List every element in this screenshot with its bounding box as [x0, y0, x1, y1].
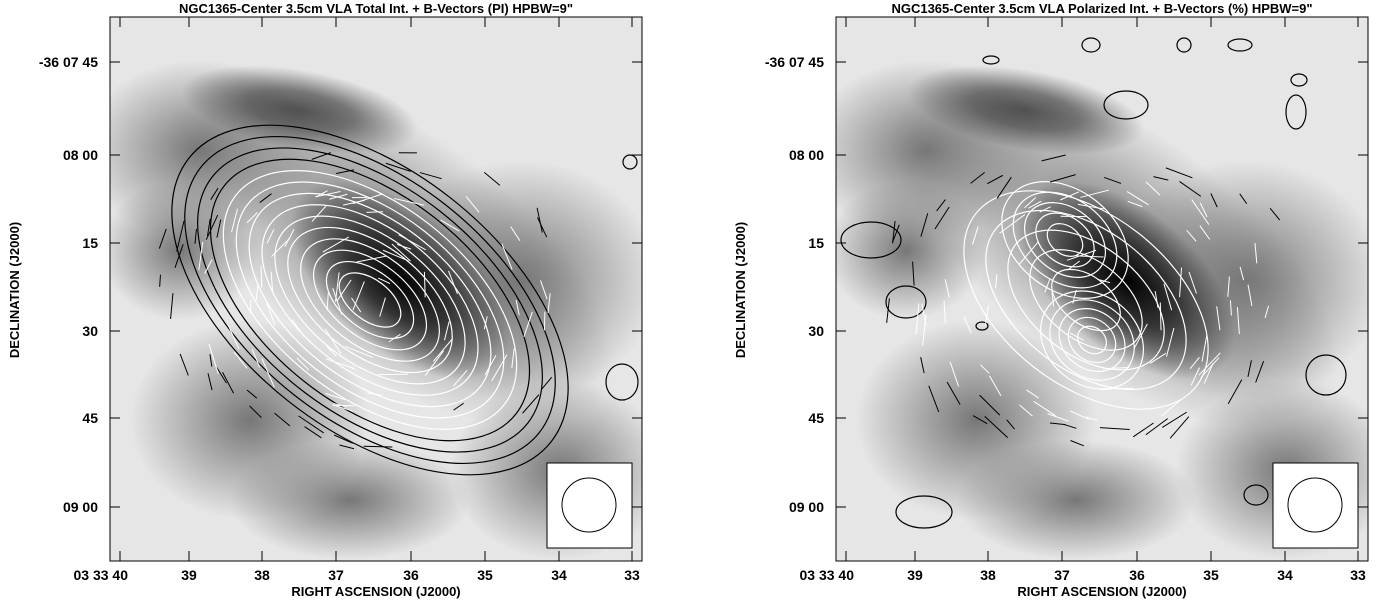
y-tick-label: -36 07 45	[765, 54, 824, 70]
x-tick-label: 36	[1129, 567, 1145, 583]
y-tick-label: 09 00	[63, 499, 98, 515]
x-tick-label: 35	[477, 567, 493, 583]
x-tick-label: 35	[1203, 567, 1219, 583]
x-tick-label: 39	[181, 567, 197, 583]
b-vector	[366, 212, 383, 213]
x-tick-label: 03 33 40	[800, 567, 855, 583]
y-tick-label: 30	[82, 323, 98, 339]
x-tick-label: 34	[551, 567, 567, 583]
x-axis-label: RIGHT ASCENSION (J2000)	[291, 584, 460, 599]
panel-title: NGC1365-Center 3.5cm VLA Total Int. + B-…	[179, 1, 573, 16]
y-tick-label: 45	[808, 410, 824, 426]
x-tick-label: 37	[328, 567, 344, 583]
x-tick-label: 39	[907, 567, 923, 583]
panel: NGC1365-Center 3.5cm VLA Polarized Int. …	[733, 1, 1394, 599]
x-tick-label: 37	[1054, 567, 1070, 583]
x-tick-label: 38	[980, 567, 996, 583]
haze	[230, 440, 470, 560]
panel-title: NGC1365-Center 3.5cm VLA Polarized Int. …	[891, 1, 1312, 16]
y-tick-label: 09 00	[789, 499, 824, 515]
x-tick-label: 03 33 40	[74, 567, 129, 583]
y-tick-label: -36 07 45	[39, 54, 98, 70]
y-tick-label: 45	[82, 410, 98, 426]
haze	[956, 440, 1196, 560]
x-tick-label: 36	[403, 567, 419, 583]
b-vector	[261, 266, 262, 288]
y-axis-label: DECLINATION (J2000)	[7, 222, 22, 358]
y-tick-label: 30	[808, 323, 824, 339]
x-axis-label: RIGHT ASCENSION (J2000)	[1017, 584, 1186, 599]
y-tick-label: 08 00	[789, 147, 824, 163]
y-axis-label: DECLINATION (J2000)	[733, 222, 748, 358]
beam-box	[1273, 463, 1358, 548]
x-tick-label: 34	[1277, 567, 1293, 583]
y-tick-label: 15	[82, 235, 98, 251]
beam-box	[547, 463, 632, 548]
b-vector	[378, 374, 408, 375]
y-tick-label: 08 00	[63, 147, 98, 163]
x-tick-label: 33	[624, 567, 640, 583]
y-tick-label: 15	[808, 235, 824, 251]
x-tick-label: 38	[254, 567, 270, 583]
panel: NGC1365-Center 3.5cm VLA Total Int. + B-…	[7, 1, 672, 599]
x-tick-label: 33	[1350, 567, 1366, 583]
